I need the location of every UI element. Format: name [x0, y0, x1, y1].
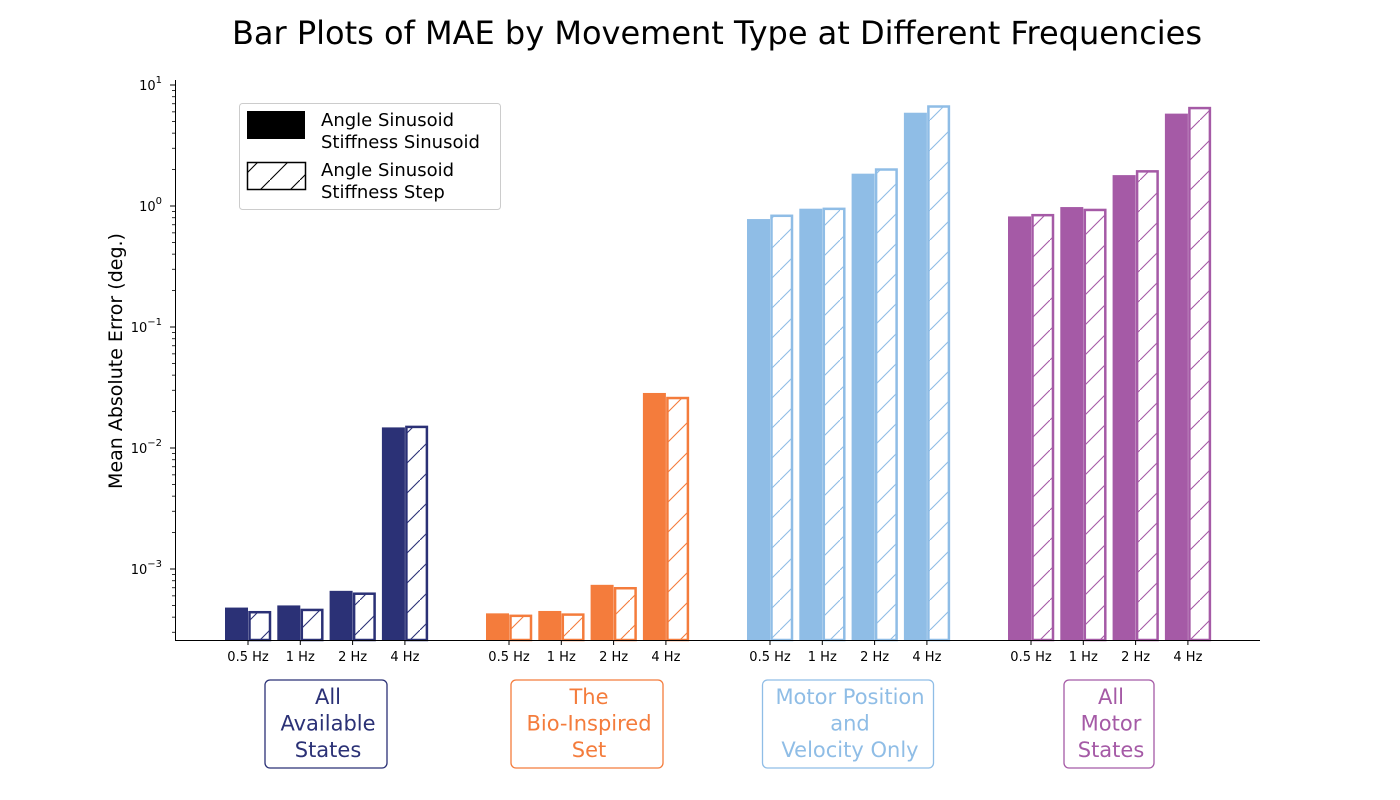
legend-entry-2-line1: Angle Sinusoid [321, 160, 454, 181]
group-label-text: Bio-Inspired [526, 712, 651, 736]
bar-hatched [927, 105, 951, 642]
bar-hatched [613, 586, 637, 642]
bar-filled [329, 590, 353, 640]
legend-swatch-hatched [246, 161, 307, 191]
group-label-text: States [1078, 738, 1145, 762]
y-axis-label: Mean Absolute Error (deg.) [105, 233, 127, 489]
bar-filled [590, 584, 614, 640]
group-label-box [264, 679, 388, 769]
y-tick-label: 10−1 [131, 317, 162, 336]
bar-filled [851, 173, 875, 640]
group-label-text: Velocity Only [781, 738, 918, 762]
bar-hatched [822, 207, 846, 642]
bar-hatched [1083, 208, 1107, 642]
bar-hatched [300, 608, 324, 642]
group-label-text: States [295, 738, 362, 762]
bar-filled [903, 112, 927, 640]
y-tick-label: 100 [139, 196, 162, 215]
x-tick-label: 0.5 Hz [1010, 650, 1052, 665]
group-label-text: All [315, 685, 341, 709]
bar-hatched [352, 592, 376, 642]
x-tick-label: 1 Hz [286, 650, 315, 665]
x-tick-label: 2 Hz [599, 650, 628, 665]
group-label-text: Available [280, 712, 375, 736]
bar-hatched [1135, 170, 1159, 642]
bar-filled [799, 208, 823, 641]
x-tick-label: 2 Hz [1121, 650, 1150, 665]
bar-hatched [666, 396, 690, 642]
bar-hatched [509, 614, 533, 642]
bar-filled [538, 610, 562, 640]
y-tick-label: 101 [139, 75, 162, 94]
group-label-text: and [830, 712, 870, 736]
bar-filled [1060, 207, 1084, 640]
x-tick-label: 1 Hz [808, 650, 837, 665]
legend-entry-1-line1: Angle Sinusoid [321, 110, 454, 131]
group-label-text: Set [572, 738, 606, 762]
legend-entry-2-line2: Stiffness Step [321, 182, 445, 203]
bar-filled [225, 607, 248, 640]
bar-hatched [561, 613, 585, 642]
x-tick-label: 1 Hz [547, 650, 576, 665]
x-tick-label: 1 Hz [1069, 650, 1098, 665]
bar-filled [277, 605, 301, 640]
x-tick-label: 2 Hz [338, 650, 367, 665]
x-tick-label: 4 Hz [1173, 650, 1202, 665]
bar-hatched [248, 610, 272, 642]
bar-hatched [405, 425, 429, 642]
x-tick-label: 0.5 Hz [227, 650, 269, 665]
bar-hatched [1031, 213, 1055, 642]
bar-filled [1112, 175, 1136, 640]
bar-filled [747, 219, 770, 640]
legend-swatch-filled [247, 111, 305, 139]
bar-hatched [874, 168, 898, 642]
legend-entry-1-line2: Stiffness Sinusoid [321, 132, 480, 153]
x-tick-label: 0.5 Hz [488, 650, 530, 665]
bar-filled [1008, 216, 1031, 640]
x-tick-label: 2 Hz [860, 650, 889, 665]
bar-filled [486, 613, 509, 640]
legend: Angle Sinusoid Stiffness Sinusoid Angle … [239, 103, 501, 210]
y-ticks: 10−3 10−2 10−1 100 101 [131, 75, 175, 633]
group-label-text: The [568, 685, 608, 709]
group-labels: AllAvailableStatesTheBio-InspiredSetMoto… [264, 679, 1155, 769]
y-tick-label: 10−3 [131, 559, 162, 578]
x-tick-label: 4 Hz [651, 650, 680, 665]
x-tick-label: 4 Hz [912, 650, 941, 665]
x-ticks: 0.5 Hz 1 Hz 2 Hz 4 Hz 0.5 Hz 1 Hz 2 Hz 4 Hz 0.5 … [227, 640, 1203, 665]
group-label-text: All [1098, 685, 1124, 709]
group-label-text: Motor Position [775, 685, 924, 709]
group-label-box [761, 679, 935, 769]
group-label-text: Motor [1081, 712, 1142, 736]
y-tick-label: 10−2 [131, 438, 162, 457]
group-label-box [510, 679, 664, 769]
bar-filled [381, 427, 405, 640]
bar-hatched [770, 214, 794, 642]
x-tick-label: 4 Hz [390, 650, 419, 665]
bar-hatched [1188, 106, 1212, 642]
group-label-box [1063, 679, 1155, 769]
x-tick-label: 0.5 Hz [749, 650, 791, 665]
bar-filled [1164, 113, 1188, 640]
chart-title: Bar Plots of MAE by Movement Type at Dif… [232, 14, 1202, 52]
bar-filled [642, 392, 666, 640]
